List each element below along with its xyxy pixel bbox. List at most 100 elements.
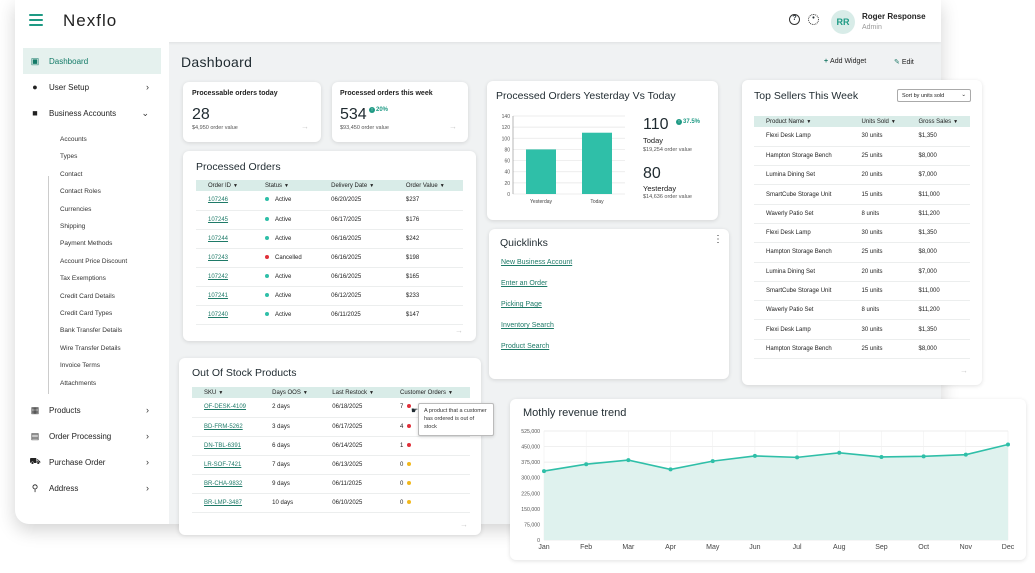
brand-logo: Nexflo xyxy=(63,11,118,30)
processable-value: 28 xyxy=(192,106,210,123)
data-point[interactable] xyxy=(584,462,589,467)
y-tick-label: 120 xyxy=(502,125,511,131)
sidebar-subitem[interactable]: Currencies xyxy=(60,205,92,213)
column-header[interactable]: Status ▼ xyxy=(253,180,320,191)
cell-sales: $7,000 xyxy=(918,172,937,179)
x-tick-label: Oct xyxy=(918,544,929,551)
data-point[interactable] xyxy=(879,454,884,459)
arrow-right-icon[interactable]: → xyxy=(449,122,457,131)
quicklink[interactable]: Enter an Order xyxy=(501,280,548,287)
sidebar-subitem[interactable]: Tax Exemptions xyxy=(60,275,106,283)
data-point[interactable] xyxy=(542,469,546,474)
sidebar-item-purchase-order[interactable]: ⛟ Purchase Order › xyxy=(23,449,161,475)
order-id-link[interactable]: 107243 xyxy=(208,254,229,261)
column-header[interactable]: Delivery Date ▼ xyxy=(319,180,394,191)
data-point[interactable] xyxy=(963,452,968,457)
sidebar-subitem[interactable]: Bank Transfer Details xyxy=(60,327,123,335)
user-name: Roger Response xyxy=(862,12,926,21)
column-header[interactable]: Units Sold ▼ xyxy=(849,116,907,127)
table-cell: 0 xyxy=(387,455,470,475)
quicklink[interactable]: New Business Account xyxy=(501,259,573,266)
sku-link[interactable]: LR-SOF-7421 xyxy=(204,461,242,468)
table-cell: 30 units xyxy=(849,223,907,244)
sidebar-subitem[interactable]: Attachments xyxy=(60,379,97,387)
sidebar-subitem[interactable]: Credit Card Details xyxy=(60,292,115,300)
plus-icon: + xyxy=(824,58,831,65)
order-id-link[interactable]: 107245 xyxy=(208,216,229,223)
arrow-right-icon[interactable]: → xyxy=(455,326,463,335)
arrow-right-icon[interactable]: → xyxy=(960,366,968,375)
delivery-date: 06/16/2025 xyxy=(331,235,362,242)
quicklink[interactable]: Inventory Search xyxy=(501,322,554,329)
data-point[interactable] xyxy=(921,454,926,459)
sort-select-label: Sort by units sold xyxy=(902,93,945,99)
sku-link[interactable]: OF-DESK-4109 xyxy=(204,404,247,411)
avatar[interactable]: RR xyxy=(831,10,855,34)
sidebar-item-business-accounts[interactable]: ■ Business Accounts ⌄ xyxy=(23,100,161,126)
table-cell: LR-SOF-7421 xyxy=(192,455,261,475)
order-id-link[interactable]: 107240 xyxy=(208,311,229,318)
column-header[interactable]: Customer Orders ▼ xyxy=(387,387,470,398)
table-row: LR-SOF-7421 7 days 06/13/2025 0 xyxy=(192,455,470,475)
help-icon[interactable]: ? xyxy=(789,14,800,25)
sidebar-item-dashboard[interactable]: ▣ Dashboard xyxy=(23,48,161,74)
arrow-right-icon[interactable]: → xyxy=(460,520,468,529)
sidebar-item-user-setup[interactable]: ● User Setup › xyxy=(23,74,161,100)
add-widget-button[interactable]: + Add Widget xyxy=(824,58,866,65)
table-cell: BD-FRM-5262 xyxy=(192,417,261,437)
sidebar-item-address[interactable]: ⚲ Address › xyxy=(23,475,161,501)
column-header[interactable]: SKU ▼ xyxy=(192,387,261,398)
quicklink[interactable]: Product Search xyxy=(501,343,550,350)
column-header[interactable]: Product Name ▼ xyxy=(754,116,850,127)
data-point[interactable] xyxy=(837,450,842,455)
table-cell: $233 xyxy=(393,286,463,306)
sku-link[interactable]: BR-CHA-9832 xyxy=(204,480,243,487)
table-cell: 107246 xyxy=(196,191,254,211)
sidebar-subitem[interactable]: Payment Methods xyxy=(60,240,113,248)
quicklink[interactable]: Picking Page xyxy=(501,301,542,308)
sku-link[interactable]: BD-FRM-5262 xyxy=(204,423,243,430)
sidebar-subitem[interactable]: Accounts xyxy=(60,136,87,143)
data-point[interactable] xyxy=(1006,442,1010,447)
sku-link[interactable]: BR-LMP-3487 xyxy=(204,499,243,506)
menu-icon[interactable] xyxy=(29,14,43,26)
sidebar-subitem[interactable]: Wire Transfer Details xyxy=(60,344,121,352)
order-id-link[interactable]: 107242 xyxy=(208,273,229,280)
bar[interactable] xyxy=(582,132,612,194)
table-cell: Hampton Storage Bench xyxy=(754,339,850,360)
data-point[interactable] xyxy=(752,453,757,458)
column-header[interactable]: Order ID ▼ xyxy=(196,180,254,191)
chevron-right-icon: › xyxy=(146,431,149,441)
bar[interactable] xyxy=(526,149,556,194)
order-id-link[interactable]: 107241 xyxy=(208,292,229,299)
edit-button[interactable]: ✎ Edit xyxy=(894,58,914,66)
sidebar-subitem[interactable]: Account Price Discount xyxy=(60,257,128,265)
order-id-link[interactable]: 107246 xyxy=(208,197,229,204)
data-point[interactable] xyxy=(626,458,631,463)
sidebar-subitem[interactable]: Invoice Terms xyxy=(60,362,100,370)
order-value: $176 xyxy=(405,216,420,223)
data-point[interactable] xyxy=(710,459,715,464)
sidebar-subitem[interactable]: Contact Roles xyxy=(60,188,101,196)
kebab-menu-icon[interactable]: ⋮ xyxy=(713,234,723,245)
sort-select[interactable]: Sort by units sold ⌄ xyxy=(897,89,971,102)
gear-icon[interactable]: • xyxy=(808,14,819,25)
data-point[interactable] xyxy=(668,467,673,472)
sidebar-subitem[interactable]: Shipping xyxy=(60,223,86,230)
column-header[interactable]: Order Value ▼ xyxy=(393,180,463,191)
column-header[interactable]: Last Restock ▼ xyxy=(320,387,388,398)
column-header[interactable]: Days OOS ▼ xyxy=(260,387,321,398)
arrow-right-icon[interactable]: → xyxy=(301,122,309,131)
order-id-link[interactable]: 107244 xyxy=(208,235,229,242)
column-header[interactable]: Gross Sales ▼ xyxy=(906,116,970,127)
table-cell: 2 days xyxy=(260,398,321,418)
sidebar-subitem[interactable]: Types xyxy=(60,153,78,161)
sidebar-item-products[interactable]: ▦ Products › xyxy=(23,397,161,423)
sidebar-subitem[interactable]: Credit Card Types xyxy=(60,310,113,317)
customer-orders-count: 1 xyxy=(399,442,404,449)
data-point[interactable] xyxy=(795,455,800,460)
sidebar-subitem[interactable]: Contact xyxy=(60,170,83,178)
user-role: Admin xyxy=(862,24,882,31)
sidebar-item-order-processing[interactable]: ▤ Order Processing › xyxy=(23,423,161,449)
sku-link[interactable]: DN-TBL-6391 xyxy=(204,442,242,449)
